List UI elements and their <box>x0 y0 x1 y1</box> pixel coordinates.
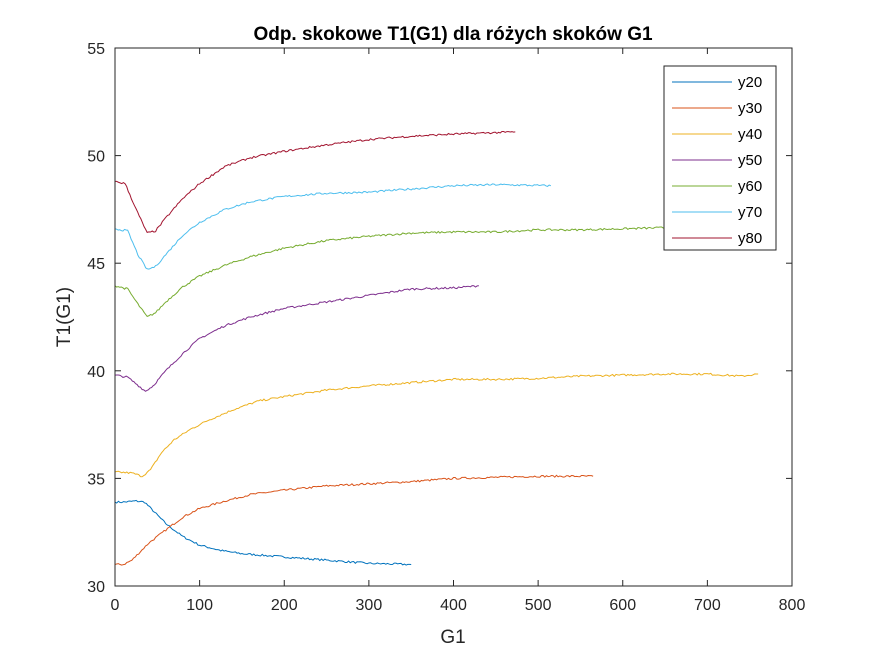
y-tick-label: 45 <box>87 256 105 273</box>
series-line-y50 <box>114 285 479 392</box>
series-line-y80 <box>114 130 516 233</box>
legend-label: y30 <box>738 100 762 117</box>
legend-label: y70 <box>738 204 762 221</box>
x-tick-label: 500 <box>525 597 552 614</box>
y-tick-label: 30 <box>87 579 105 596</box>
chart-title: Odp. skokowe T1(G1) dla różych skoków G1 <box>253 24 653 45</box>
series-line-y30 <box>114 474 594 566</box>
y-axis-label: T1(G1) <box>54 287 75 347</box>
legend-label: y50 <box>738 152 762 169</box>
x-tick-label: 0 <box>111 597 120 614</box>
x-tick-label: 200 <box>271 597 298 614</box>
x-tick-label: 700 <box>694 597 721 614</box>
legend-box <box>663 65 777 251</box>
series-line-y60 <box>114 226 666 317</box>
series-layer <box>114 130 759 566</box>
legend-label: y60 <box>738 178 762 195</box>
x-tick-label: 300 <box>356 597 383 614</box>
y-tick-label: 55 <box>87 41 105 58</box>
x-tick-label: 400 <box>440 597 467 614</box>
legend-label: y40 <box>738 126 762 143</box>
legend: y20 y30 y40 y50 y60 y70 y80 <box>663 65 777 251</box>
x-axis-label: G1 <box>440 627 465 648</box>
y-tick-label: 35 <box>87 471 105 488</box>
ticks-layer: 0 100 200 300 400 500 600 700 800 30 35 40 45 50 55 <box>87 41 805 614</box>
y-tick-label: 40 <box>87 364 105 381</box>
x-tick-label: 100 <box>186 597 213 614</box>
y-tick-label: 50 <box>87 149 105 166</box>
series-line-y20 <box>114 499 412 566</box>
series-line-y40 <box>114 372 759 478</box>
legend-label: y20 <box>738 74 762 91</box>
legend-label: y80 <box>738 230 762 247</box>
x-tick-label: 800 <box>779 597 806 614</box>
x-tick-label: 600 <box>609 597 636 614</box>
series-line-y70 <box>114 183 552 270</box>
